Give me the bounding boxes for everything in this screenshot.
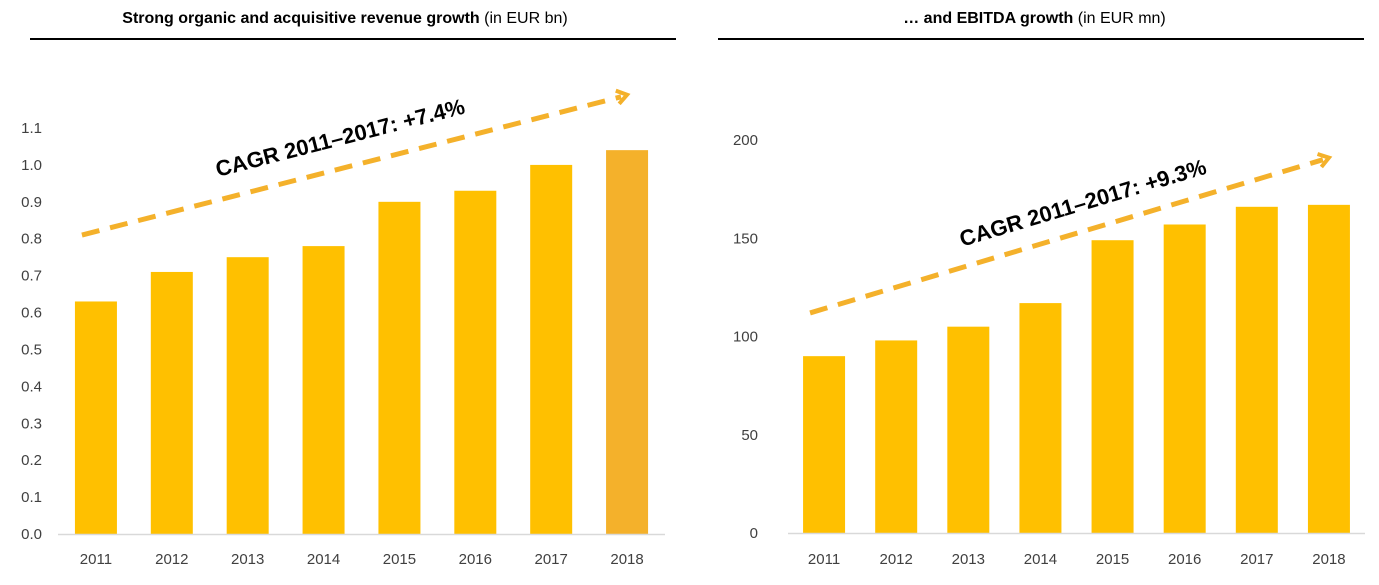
y-tick-label: 100 [733, 329, 758, 346]
x-tick-label: 2014 [1024, 551, 1057, 568]
bar-2014 [302, 246, 345, 535]
revenue-chart-panel: Strong organic and acquisitive revenue g… [0, 10, 690, 568]
cagr-arrowhead-icon [615, 88, 631, 106]
y-tick-label: 50 [741, 427, 758, 444]
x-tick-label: 2016 [1168, 551, 1201, 568]
bar-2016 [454, 190, 497, 534]
bar-2012 [875, 340, 918, 533]
bar-2013 [226, 257, 269, 534]
bar-2017 [530, 164, 573, 534]
x-tick-label: 2017 [1240, 551, 1273, 568]
x-tick-label: 2011 [808, 551, 840, 568]
y-tick-label: 150 [733, 230, 758, 247]
x-tick-label: 2014 [307, 551, 340, 568]
y-tick-label: 0.8 [21, 231, 42, 248]
y-tick-label: 0.5 [21, 341, 42, 358]
x-tick-label: 2017 [535, 551, 568, 568]
x-tick-label: 2012 [155, 551, 188, 568]
y-tick-label: 0.2 [21, 452, 42, 469]
x-tick-label: 2013 [231, 551, 264, 568]
revenue-chart-title: Strong organic and acquisitive revenue g… [0, 10, 690, 28]
y-tick-label: 0.9 [21, 194, 42, 211]
x-tick-label: 2013 [952, 551, 985, 568]
y-tick-label: 0.6 [21, 305, 42, 322]
bar-2012 [150, 271, 193, 534]
ebitda-chart-title-main: … and EBITDA growth [903, 10, 1074, 27]
bar-2015 [378, 201, 421, 534]
bar-2017 [1235, 206, 1278, 533]
ebitda-chart-title-unit: (in EUR mn) [1077, 10, 1166, 27]
revenue-chart-title-main: Strong organic and acquisitive revenue g… [122, 10, 480, 27]
y-tick-label: 200 [733, 132, 758, 149]
ebitda-bar-chart: 0 50 100 150 200 2011 2012 2013 2014 2015 2016 2017… [733, 132, 1365, 568]
y-tick-label: 0.3 [21, 415, 42, 432]
y-tick-label: 0.1 [21, 489, 42, 506]
x-tick-label: 2011 [80, 551, 112, 568]
ebitda-chart-title: … and EBITDA growth (in EUR mn) [690, 10, 1379, 28]
bar-2018 [1307, 204, 1350, 533]
bar-2013 [947, 326, 990, 533]
cagr-trend-arrow-line [809, 157, 1324, 316]
ebitda-chart-panel: … and EBITDA growth (in EUR mn) 0 50 100 15… [690, 0, 1379, 585]
revenue-chart-title-unit: (in EUR bn) [484, 10, 568, 27]
y-tick-label: 0.4 [21, 378, 42, 395]
x-tick-label: 2016 [459, 551, 492, 568]
revenue-title-divider [30, 38, 676, 40]
y-tick-label: 0.7 [21, 268, 42, 285]
bar-2015 [1091, 240, 1134, 533]
revenue-bar-chart: 0.0 0.1 0.2 0.3 0.4 0.5 0.6 0.7 0.8 0.9 1.0 1.1 2011… [21, 88, 665, 568]
y-tick-label: 1.0 [21, 157, 42, 174]
y-tick-label: 1.1 [21, 120, 42, 137]
x-tick-label: 2018 [1312, 551, 1345, 568]
bar-2018 [606, 150, 649, 535]
y-tick-label: 0.0 [21, 526, 42, 543]
ebitda-title-divider [718, 38, 1364, 40]
cagr-arrowhead-icon [1316, 152, 1333, 169]
bar-2014 [1019, 303, 1062, 533]
x-tick-label: 2015 [1096, 551, 1129, 568]
bar-2011 [74, 301, 117, 534]
bar-2016 [1163, 224, 1206, 533]
cagr-trend-arrow-line [81, 94, 622, 238]
x-tick-label: 2012 [880, 551, 913, 568]
x-tick-label: 2015 [383, 551, 416, 568]
bar-2011 [803, 356, 846, 533]
x-tick-label: 2018 [610, 551, 643, 568]
y-tick-label: 0 [750, 525, 758, 542]
